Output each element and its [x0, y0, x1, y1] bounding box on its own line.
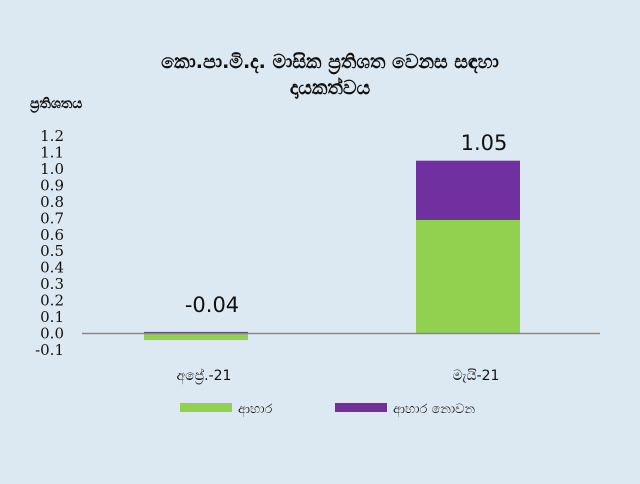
category-labels: අප්‍රේ.-21 මැයි-21 [177, 368, 500, 385]
chart-title-line2: දායකත්වය [290, 77, 371, 100]
y-tick-label: 0.5 [40, 242, 64, 260]
bar-segment [144, 333, 248, 341]
bar-segment [416, 219, 520, 334]
y-tick-labels: 1.21.11.00.90.80.70.60.50.40.30.20.10.0-… [35, 127, 64, 359]
total-data-label: -0.04 [185, 293, 239, 317]
legend: ආහාර ආහාර නොවන [180, 402, 476, 417]
y-tick-label: -0.1 [35, 341, 64, 359]
y-tick-label: 0.6 [40, 226, 64, 244]
bar-segment [144, 331, 248, 334]
y-tick-label: 0.7 [40, 209, 64, 227]
y-tick-label: 1.0 [40, 160, 64, 178]
chart-title-line1: කො.පා.මි.ද. මාසික ප්‍රතිශත වෙනස සඳහා [161, 51, 499, 75]
legend-label: ආහාර නොවන [393, 402, 476, 417]
y-tick-label: 0.1 [40, 308, 64, 326]
bars [144, 160, 520, 341]
legend-swatch [180, 403, 232, 412]
y-tick-label: 0.9 [40, 176, 64, 194]
y-axis-label: ප්‍රතිශතය [29, 96, 82, 114]
legend-swatch [335, 403, 387, 412]
y-tick-label: 0.2 [40, 292, 64, 310]
y-tick-label: 0.4 [40, 259, 64, 277]
category-label: අප්‍රේ.-21 [177, 368, 232, 385]
legend-label: ආහාර [238, 402, 272, 417]
data-labels: -0.04 1.05 [185, 131, 508, 317]
y-tick-label: 1.2 [40, 127, 64, 145]
y-tick-label: 0.0 [40, 325, 64, 343]
y-tick-label: 0.3 [40, 275, 64, 293]
category-label: මැයි-21 [453, 368, 500, 384]
y-tick-label: 0.8 [40, 193, 64, 211]
total-data-label: 1.05 [461, 131, 508, 155]
y-tick-label: 1.1 [40, 143, 64, 161]
bar-segment [416, 160, 520, 220]
